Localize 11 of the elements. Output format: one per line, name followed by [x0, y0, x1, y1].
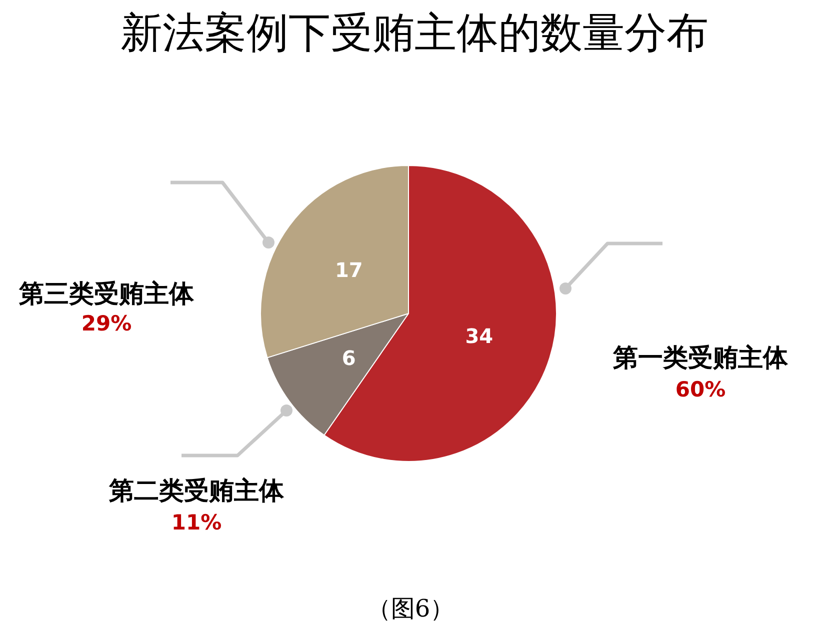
text: 11% — [171, 510, 222, 534]
slice-label: 第三类受贿主体 — [18, 279, 195, 308]
text: （图6） — [366, 594, 454, 622]
chart-title: 新法案例下受贿主体的数量分布 — [120, 8, 708, 57]
data-label: 17 — [334, 258, 363, 282]
slice-label: 第一类受贿主体 — [612, 343, 789, 372]
slice-label: 第二类受贿主体 — [108, 476, 285, 505]
text: 29% — [81, 312, 132, 336]
data-label: 34 — [465, 324, 494, 348]
text: 60% — [675, 378, 726, 402]
data-label: 6 — [342, 346, 356, 370]
